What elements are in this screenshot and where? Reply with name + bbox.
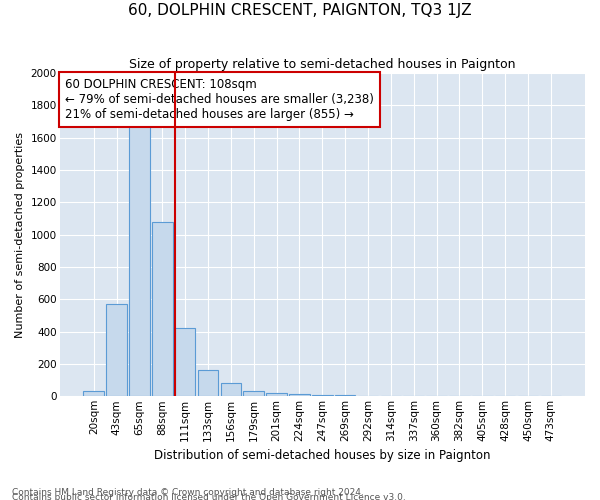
X-axis label: Distribution of semi-detached houses by size in Paignton: Distribution of semi-detached houses by … — [154, 450, 491, 462]
Text: 60 DOLPHIN CRESCENT: 108sqm
← 79% of semi-detached houses are smaller (3,238)
21: 60 DOLPHIN CRESCENT: 108sqm ← 79% of sem… — [65, 78, 374, 121]
Text: Contains public sector information licensed under the Open Government Licence v3: Contains public sector information licen… — [12, 492, 406, 500]
Bar — [312, 394, 332, 396]
Bar — [129, 126, 150, 396]
Title: Size of property relative to semi-detached houses in Paignton: Size of property relative to semi-detach… — [129, 58, 515, 70]
Bar — [266, 393, 287, 396]
Bar — [83, 392, 104, 396]
Bar — [198, 370, 218, 396]
Bar — [175, 328, 196, 396]
Text: 60, DOLPHIN CRESCENT, PAIGNTON, TQ3 1JZ: 60, DOLPHIN CRESCENT, PAIGNTON, TQ3 1JZ — [128, 2, 472, 18]
Bar — [106, 304, 127, 396]
Y-axis label: Number of semi-detached properties: Number of semi-detached properties — [15, 132, 25, 338]
Bar — [221, 384, 241, 396]
Bar — [244, 392, 264, 396]
Text: Contains HM Land Registry data © Crown copyright and database right 2024.: Contains HM Land Registry data © Crown c… — [12, 488, 364, 497]
Bar — [152, 222, 173, 396]
Bar — [289, 394, 310, 396]
